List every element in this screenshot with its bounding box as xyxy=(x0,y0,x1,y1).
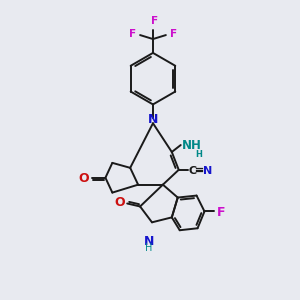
Text: N: N xyxy=(148,113,158,126)
Text: O: O xyxy=(78,172,89,185)
Text: C: C xyxy=(189,166,197,176)
Text: F: F xyxy=(152,16,158,26)
Text: NH: NH xyxy=(182,139,202,152)
Text: F: F xyxy=(170,29,177,39)
Text: F: F xyxy=(129,29,136,39)
Text: N: N xyxy=(202,166,212,176)
Text: O: O xyxy=(114,196,124,209)
Text: H: H xyxy=(145,243,153,253)
Text: F: F xyxy=(216,206,225,219)
Text: N: N xyxy=(144,235,154,248)
Text: H: H xyxy=(196,150,202,159)
